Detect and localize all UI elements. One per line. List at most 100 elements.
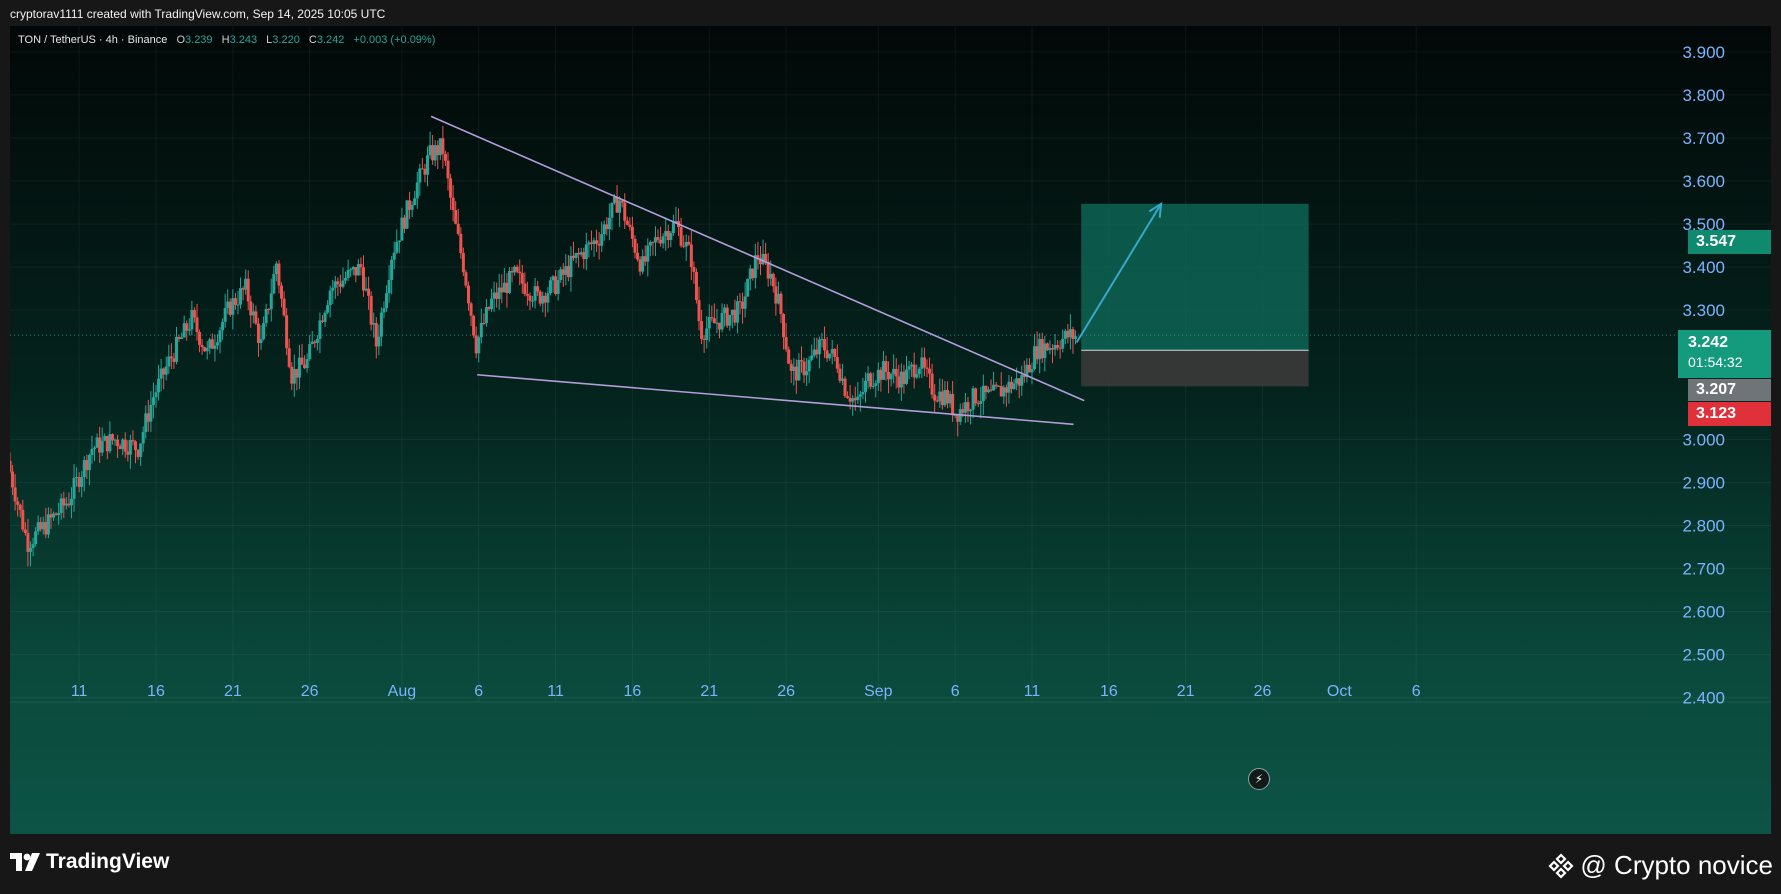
candle-body [887,372,891,380]
candle-body [495,292,499,299]
candle-body [151,397,155,405]
x-tick-label: 6 [951,683,960,700]
candle-body [572,255,576,259]
x-tick-label: 11 [71,683,88,700]
y-tick-label: 3.900 [1682,43,1725,62]
candle-body [605,224,609,230]
candle-body [23,529,27,533]
price-chart[interactable]: 3.900 3.800 3.700 3.600 3.500 3.400 3.300 3.000… [10,26,1771,834]
candle-body [134,441,138,451]
candle-body [392,252,396,260]
candle-body [700,321,704,339]
candle-body [518,271,522,274]
brand-name: TradingView [46,850,170,873]
candle-body [192,310,196,318]
x-tick-label: 26 [1254,683,1272,700]
candle-body [85,460,89,471]
candle-body [951,394,955,416]
y-tick-label: 3.500 [1682,215,1725,234]
candle-body [1017,378,1021,386]
candle-body [387,279,391,294]
candle-body [610,202,614,218]
candle-body [456,223,460,234]
candle-body [180,337,184,339]
candle-body [249,301,253,316]
candle-body [246,278,250,302]
candle-body [805,371,809,376]
candle-body [1043,343,1047,359]
candle-body [679,227,683,246]
candle-body [730,309,734,315]
lightning-icon[interactable]: ⚡ [1248,768,1270,790]
candle-body [758,258,762,265]
candle-body [300,357,304,365]
candle-body [259,339,263,344]
candle-body [267,308,271,310]
candle-body [303,364,307,369]
candle-body [223,308,227,322]
symbol-legend: TON / TetherUS · 4h · Binance O3.239 H3.… [18,34,435,46]
candle-body [500,287,504,293]
candle-body [16,501,20,505]
chart-frame[interactable]: 3.900 3.800 3.700 3.600 3.500 3.400 3.300 3.000… [10,26,1771,834]
candle-body [710,317,714,319]
candle-body [828,353,832,359]
candle-body [774,286,778,304]
candle-body [871,385,875,387]
candle-body [628,224,632,227]
x-tick-label: 21 [224,683,242,700]
candle-body [587,242,591,245]
candle-body [162,368,166,375]
candle-body [833,349,837,358]
candle-body [349,269,353,271]
candle-body [1010,381,1014,389]
candle-body [141,432,145,444]
candle-body [725,307,729,326]
binance-diamond-icon [1548,852,1574,879]
candle-body [282,298,286,316]
candle-body [820,338,824,340]
candle-body [864,380,868,393]
candle-body [648,242,652,246]
candle-body [172,358,176,362]
author-watermark: @ Crypto novice [1548,850,1773,881]
entry-price-tag: 3.207 [1688,379,1771,401]
candle-body [738,301,742,303]
candle-body [974,388,978,404]
candle-body [812,349,816,356]
candle-body [938,391,942,402]
candle-body [618,200,622,213]
candle-body [369,295,373,325]
candle-body [139,443,143,457]
candle-body [426,155,430,175]
candle-body [876,369,880,384]
candle-body [769,273,773,279]
candle-body [274,263,278,274]
candle-body [986,389,990,393]
candle-body [897,376,901,388]
candle-body [108,434,112,452]
candle-body [320,320,324,322]
candle-body [469,303,473,316]
candle-body [110,434,114,441]
candle-body [233,298,237,305]
candle-body [664,230,668,237]
x-tick-label: Aug [388,683,416,700]
candle-body [1020,375,1024,386]
candle-body [705,328,709,340]
candle-body [917,368,921,375]
candle-body [451,197,455,211]
candle-body [11,471,15,488]
candle-body [971,388,975,410]
candle-body [251,311,255,316]
candle-body [794,366,798,381]
candle-body [297,357,301,378]
candle-body [787,349,791,364]
candle-body [853,398,857,401]
y-tick-label: 2.900 [1682,473,1725,492]
candle-body [239,288,243,305]
candle-body [907,366,911,370]
candle-body [482,322,486,324]
candle-body [487,307,491,310]
candle-body [221,321,225,331]
